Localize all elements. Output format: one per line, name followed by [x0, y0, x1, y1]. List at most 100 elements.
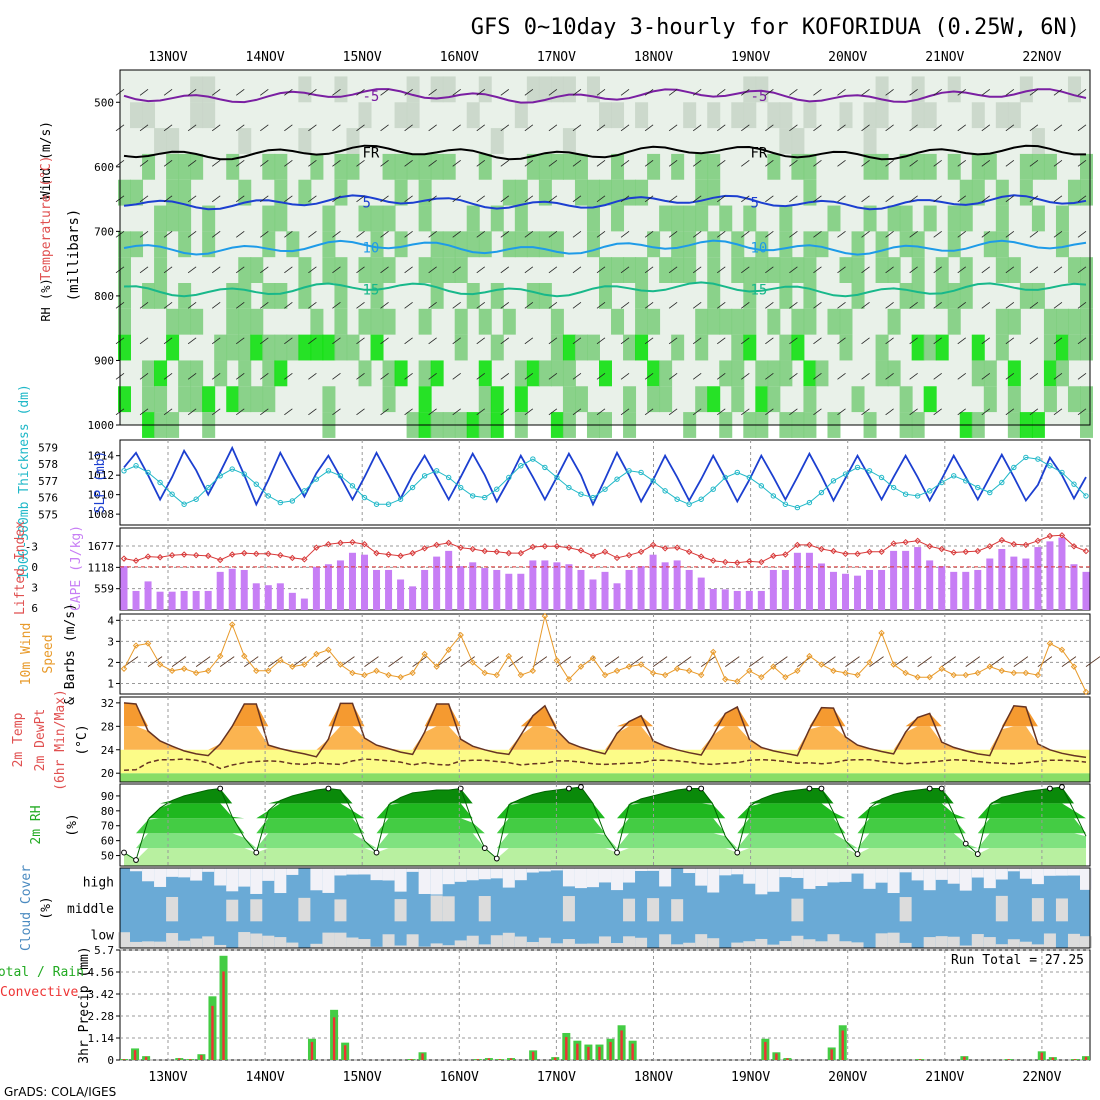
- rh-cell: [995, 308, 1009, 335]
- rh-cell: [1007, 386, 1021, 413]
- wind-barb: [620, 373, 630, 380]
- rh-cell: [1067, 76, 1081, 103]
- precip-bar-convective: [830, 1049, 833, 1060]
- rh-cell: [659, 360, 673, 387]
- rh-cell: [310, 308, 324, 335]
- wind-barb: [211, 337, 221, 345]
- cloud-cell-high: [550, 868, 563, 871]
- cape-bar: [854, 575, 862, 610]
- wind-barb: [620, 160, 630, 167]
- wind-barb: [1077, 266, 1087, 274]
- wind-barb: [909, 124, 918, 132]
- cape-bar: [709, 589, 717, 610]
- wind-tick-2: 2: [107, 656, 114, 669]
- rh-cell: [274, 283, 288, 309]
- cloud-cell-high: [899, 868, 912, 873]
- rh-cell: [599, 102, 612, 129]
- rh-cell: [130, 231, 144, 258]
- wind-barb: [620, 337, 630, 345]
- wind-barb: [236, 408, 245, 416]
- li-point: [1046, 532, 1054, 540]
- wind-barb: [548, 337, 558, 345]
- cloud-cell-high: [851, 868, 864, 874]
- rh-cell: [574, 334, 588, 361]
- wind-barb: [789, 195, 798, 203]
- wind-barb: [837, 266, 846, 274]
- rh-cell: [430, 257, 444, 283]
- li-point: [854, 550, 861, 558]
- wind-barb-10m: [652, 656, 668, 667]
- rh-cell: [899, 153, 913, 180]
- rh-cell: [310, 153, 324, 180]
- date-top-21NOV: 21NOV: [925, 50, 964, 65]
- wind-barb: [1077, 337, 1087, 345]
- cape-bar: [156, 591, 164, 610]
- li-point: [168, 551, 176, 559]
- wind-barb-10m: [749, 656, 764, 667]
- wind-point: [1082, 688, 1090, 696]
- wind-barb: [163, 373, 173, 380]
- wind-barb: [1005, 124, 1015, 132]
- rh-cell: [418, 308, 432, 335]
- wind-barb: [211, 408, 221, 416]
- cloud-cell-low: [418, 946, 431, 948]
- wind-barb: [428, 337, 437, 345]
- cloud-cell-high: [611, 868, 624, 891]
- wind-barb: [260, 124, 269, 132]
- rh-cell: [298, 76, 312, 103]
- cloud-cell-low: [250, 933, 263, 948]
- rh-ylabel-2: (%): [65, 813, 80, 836]
- wind-barb: [356, 302, 365, 309]
- rh-cell: [767, 360, 781, 387]
- wind-barb: [452, 337, 461, 345]
- wind-barb: [692, 302, 702, 309]
- rh-cell: [298, 128, 312, 154]
- cloud-cell-middle: [166, 896, 179, 922]
- rh-cell: [514, 205, 528, 232]
- rh-tick-60: 60: [101, 835, 114, 848]
- cloud-cell-middle: [647, 898, 660, 922]
- cloud-cell-high: [635, 868, 648, 872]
- wind-point: [289, 663, 296, 670]
- wind-barb: [981, 302, 991, 309]
- wind-point: [277, 657, 284, 664]
- cape-bar: [817, 563, 825, 610]
- rh-tick-90: 90: [101, 790, 114, 803]
- rh-cell: [166, 179, 180, 206]
- wind-barb-10m: [869, 656, 884, 667]
- cloud-cell-low: [142, 941, 155, 948]
- cape-bar: [890, 550, 898, 610]
- precip-bar-convective: [841, 1030, 844, 1060]
- wind-barb: [1053, 195, 1063, 203]
- isotherm-label-10: 10: [751, 241, 768, 257]
- cape-bar: [986, 558, 994, 610]
- rh-cell: [599, 283, 612, 309]
- wind-barb: [741, 195, 750, 203]
- wind-barb: [1005, 302, 1015, 309]
- wind-barb: [909, 89, 918, 96]
- wind-barb: [476, 160, 485, 167]
- wind-barb-10m: [989, 656, 1005, 667]
- wind-point: [132, 642, 140, 649]
- precip-bar-convective: [498, 1059, 502, 1060]
- rh-cell: [623, 386, 637, 413]
- thickness-point: [241, 471, 247, 477]
- isotherm-5: [123, 194, 1087, 211]
- cloud-cell-low: [599, 936, 611, 948]
- thickness-point: [975, 484, 981, 491]
- rh-cell: [502, 231, 516, 258]
- cloud-cell-high: [346, 868, 359, 875]
- cloud-cell-low: [502, 932, 515, 948]
- rh-cell: [154, 386, 168, 413]
- rh-cell: [779, 102, 793, 129]
- rh-cell: [1043, 386, 1057, 413]
- wind-barb: [524, 89, 534, 96]
- rh-point: [698, 785, 705, 792]
- cloud-cell-middle: [623, 898, 636, 922]
- wind-barb: [236, 302, 245, 309]
- rh-cell: [322, 231, 336, 258]
- wind-point: [349, 669, 356, 677]
- cape-bar: [998, 548, 1006, 610]
- wind-point: [529, 667, 537, 675]
- wind-barb-10m: [316, 656, 331, 667]
